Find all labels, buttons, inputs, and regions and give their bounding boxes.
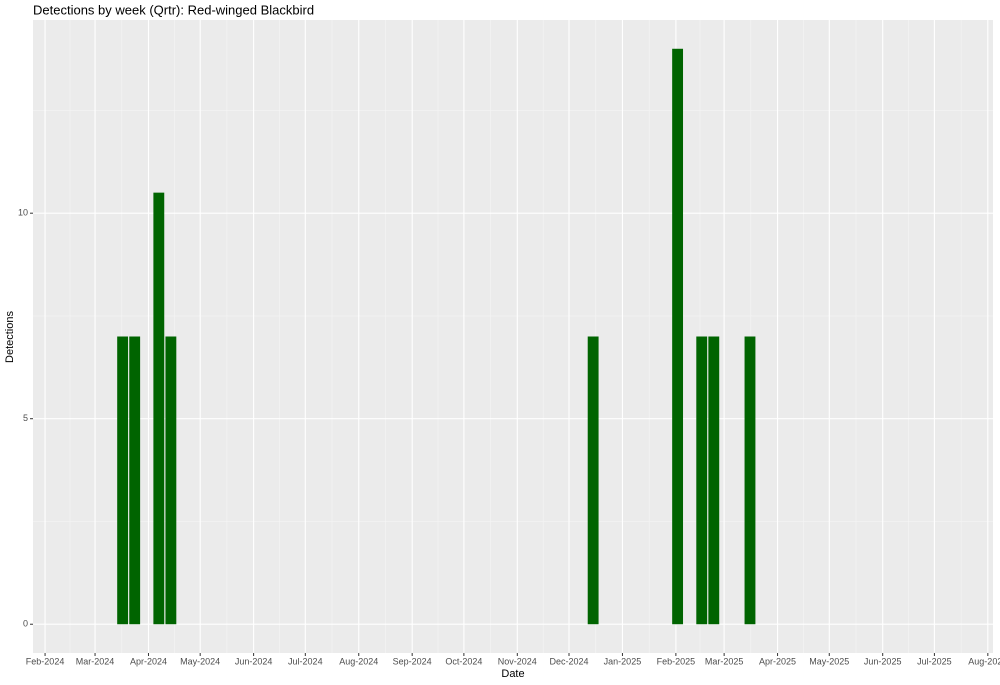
x-tick-label: Apr-2024 [130, 656, 167, 666]
x-tick-label: Mar-2025 [705, 656, 744, 666]
x-tick-label: Jul-2025 [917, 656, 952, 666]
x-tick-label: Jan-2025 [604, 656, 642, 666]
x-tick-label: Mar-2024 [76, 656, 115, 666]
x-tick-label: Oct-2024 [445, 656, 482, 666]
x-tick-label: Dec-2024 [549, 656, 588, 666]
y-tick-label: 5 [23, 413, 28, 423]
x-tick-label: Aug-2024 [339, 656, 378, 666]
bar [165, 336, 177, 625]
bar [129, 336, 141, 625]
x-tick-label: Jun-2024 [235, 656, 273, 666]
y-tick-label: 10 [18, 208, 28, 218]
x-tick-label: Feb-2024 [26, 656, 65, 666]
x-tick-label: May-2024 [180, 656, 220, 666]
x-tick-label: Apr-2025 [759, 656, 796, 666]
x-tick-label: Jul-2024 [288, 656, 323, 666]
x-axis-label: Date [501, 668, 524, 680]
x-tick-label: Aug-2025 [968, 656, 1000, 666]
bar [587, 336, 599, 625]
x-tick-label: May-2025 [809, 656, 849, 666]
chart-title: Detections by week (Qrtr): Red-winged Bl… [33, 2, 314, 17]
x-tick-label: Sep-2024 [393, 656, 432, 666]
bar [153, 192, 165, 625]
panel [33, 20, 993, 653]
y-axis-label: Detections [4, 311, 16, 363]
bar [696, 336, 708, 625]
bar [672, 48, 684, 625]
x-tick-label: Jun-2025 [864, 656, 902, 666]
x-tick-label: Nov-2024 [498, 656, 537, 666]
bar [708, 336, 720, 625]
bar [117, 336, 129, 625]
y-tick-label: 0 [23, 619, 28, 629]
x-tick-label: Feb-2025 [657, 656, 696, 666]
bar [744, 336, 756, 625]
